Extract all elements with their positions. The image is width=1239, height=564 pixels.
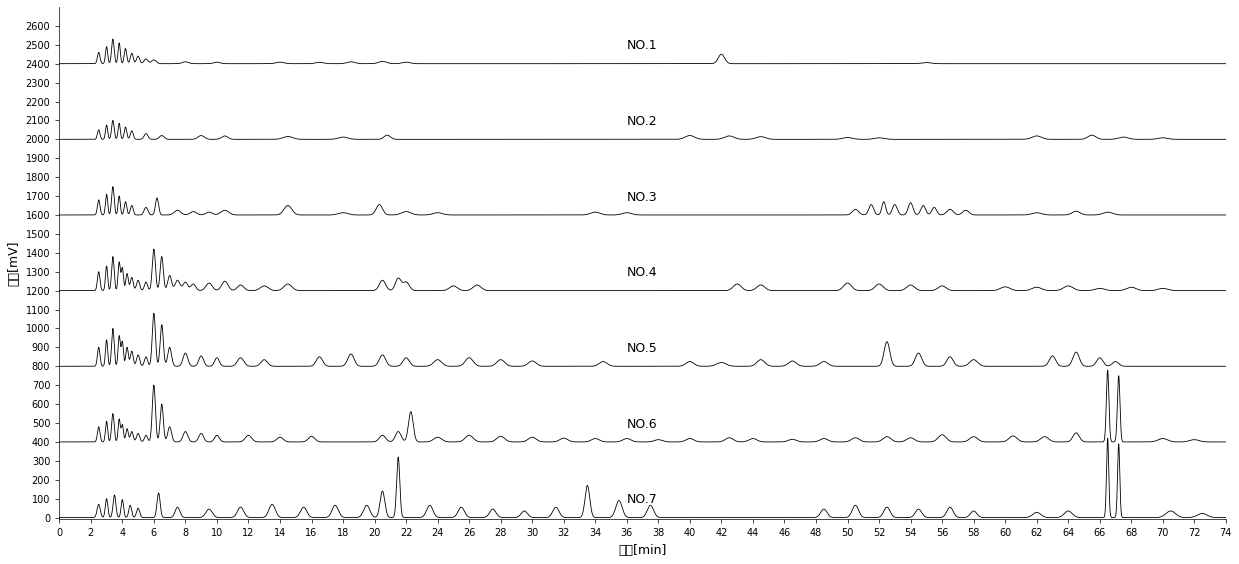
Text: NO.3: NO.3 [627, 191, 658, 204]
X-axis label: 时间[min]: 时间[min] [618, 544, 667, 557]
Text: NO.1: NO.1 [627, 39, 658, 52]
Text: NO.7: NO.7 [627, 494, 658, 506]
Y-axis label: 信号[mV]: 信号[mV] [7, 240, 20, 286]
Text: NO.4: NO.4 [627, 266, 658, 279]
Text: NO.2: NO.2 [627, 115, 658, 128]
Text: NO.5: NO.5 [627, 342, 658, 355]
Text: NO.6: NO.6 [627, 417, 658, 430]
